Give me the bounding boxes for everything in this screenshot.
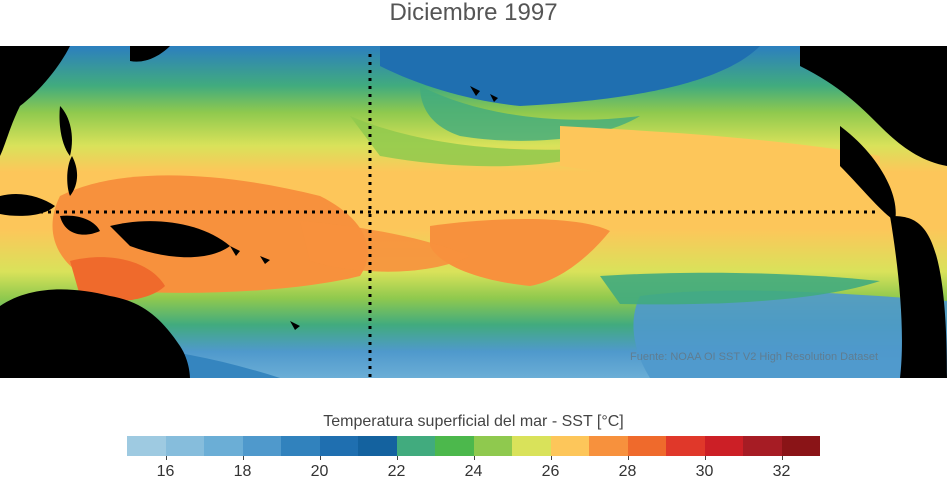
colorbar-tick-label: 32 bbox=[772, 463, 791, 480]
colorbar-bin bbox=[781, 436, 820, 456]
north-cool-band bbox=[420, 86, 640, 141]
colorbar-tick-mark bbox=[319, 456, 321, 460]
warm-tongue-east bbox=[430, 219, 610, 286]
colorbar-bin bbox=[396, 436, 435, 456]
colorbar-tick-label: 20 bbox=[310, 463, 329, 480]
colorbar-tick-label: 26 bbox=[541, 463, 560, 480]
colorbar-bin bbox=[666, 436, 705, 456]
colorbar-bin bbox=[281, 436, 320, 456]
colorbar-tick-label: 18 bbox=[233, 463, 252, 480]
colorbar-tick-mark bbox=[242, 456, 244, 460]
colorbar-bin bbox=[704, 436, 743, 456]
colorbar-bin bbox=[627, 436, 666, 456]
colorbar-tick-label: 22 bbox=[387, 463, 406, 480]
south-america-land bbox=[890, 216, 947, 378]
colorbar-ticks: 16 18 20 22 24 26 28 30 32 bbox=[127, 456, 820, 480]
colorbar-bin bbox=[550, 436, 589, 456]
north-green-band bbox=[350, 116, 620, 167]
colorbar-label: Temperatura superficial del mar - SST [°… bbox=[323, 413, 624, 430]
north-america-land bbox=[800, 46, 947, 166]
colorbar-tick-mark bbox=[396, 456, 398, 460]
colorbar bbox=[127, 436, 820, 456]
colorbar-bin bbox=[589, 436, 628, 456]
colorbar-bin bbox=[473, 436, 512, 456]
japan-land bbox=[130, 46, 170, 62]
north-warm-band bbox=[560, 126, 880, 191]
colorbar-bin bbox=[358, 436, 397, 456]
colorbar-tick-label: 24 bbox=[464, 463, 483, 480]
colorbar-bin bbox=[127, 436, 166, 456]
colorbar-tick-label: 16 bbox=[156, 463, 175, 480]
colorbar-tick-mark bbox=[781, 456, 783, 460]
australia-land bbox=[0, 289, 190, 378]
south-cool-east bbox=[633, 290, 947, 378]
colorbar-tick-mark bbox=[550, 456, 552, 460]
colorbar-bin bbox=[512, 436, 551, 456]
central-america-land bbox=[840, 126, 896, 221]
indonesia-land bbox=[0, 194, 100, 235]
south-green-east bbox=[600, 272, 880, 305]
colorbar-tick-mark bbox=[473, 456, 475, 460]
sst-map bbox=[0, 46, 947, 378]
warm-tongue-mid bbox=[300, 221, 470, 272]
hawaii-land bbox=[470, 86, 498, 102]
colorbar-tick-mark bbox=[704, 456, 706, 460]
colorbar-tick-label: 28 bbox=[618, 463, 637, 480]
pacific-islands bbox=[230, 246, 300, 330]
asia-land bbox=[0, 46, 70, 156]
colorbar-bin bbox=[743, 436, 782, 456]
hot-spot bbox=[70, 257, 165, 302]
new-guinea-land bbox=[110, 221, 230, 258]
philippines-land bbox=[59, 106, 78, 196]
map-title: Diciembre 1997 bbox=[389, 0, 558, 26]
colorbar-bin bbox=[435, 436, 474, 456]
colorbar-bin bbox=[242, 436, 281, 456]
colorbar-tick-mark bbox=[165, 456, 167, 460]
data-source-credit: Fuente: NOAA OI SST V2 High Resolution D… bbox=[630, 351, 879, 363]
colorbar-tick-label: 30 bbox=[695, 463, 714, 480]
colorbar-bin bbox=[165, 436, 204, 456]
colorbar-bin bbox=[204, 436, 243, 456]
colorbar-tick-mark bbox=[627, 456, 629, 460]
colorbar-bin bbox=[319, 436, 358, 456]
